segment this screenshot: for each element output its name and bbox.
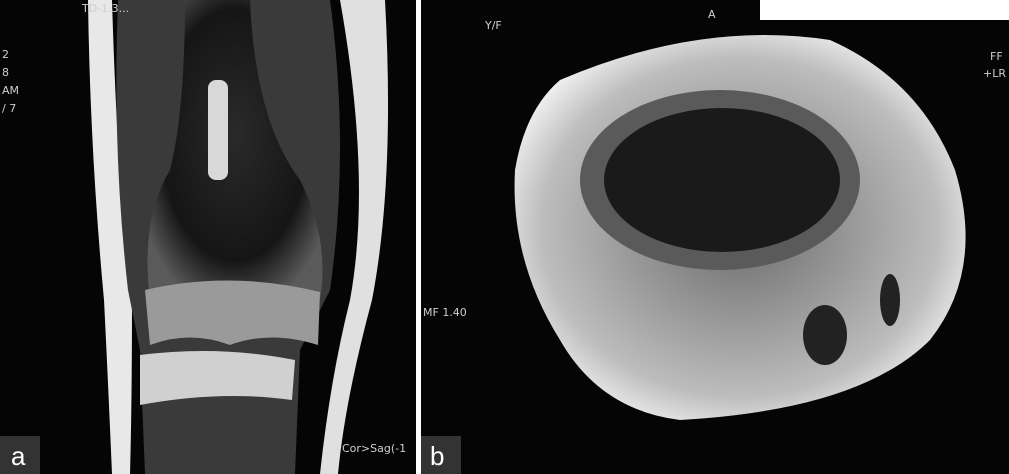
overlay-text: TD-1.3... — [81, 2, 129, 15]
overlay-text: MF 1.40 — [423, 306, 467, 319]
overlay-text: Y/F — [484, 19, 502, 32]
panel-label: b — [430, 441, 444, 471]
overlay-text: FF — [990, 50, 1003, 63]
physis — [145, 280, 320, 345]
overlay-text: 8 — [2, 66, 9, 79]
femur-lesion — [604, 108, 840, 252]
overlay-text: A — [708, 8, 716, 21]
panel-label-box — [421, 436, 461, 474]
overlay-text: AM — [2, 84, 19, 97]
panel-b: Y/F A FF +LR MF 1.40 b — [421, 0, 1009, 474]
soft-tissue — [88, 0, 132, 474]
panel-edge — [760, 0, 1009, 20]
femur — [147, 0, 323, 300]
overlay-text: +LR — [983, 67, 1006, 80]
overlay-text: / 7 — [2, 102, 16, 115]
panel-label-box — [0, 436, 40, 474]
vessel — [880, 274, 900, 326]
panel-a: TD-1.3... 2 8 AM / 7 Cor>Sag(-1 a — [0, 0, 416, 474]
soft-tissue — [320, 0, 389, 474]
vessel — [803, 305, 847, 365]
panel-label: a — [11, 441, 26, 471]
overlay-text: Cor>Sag(-1 — [342, 442, 406, 455]
overlay-text: 2 — [2, 48, 9, 61]
marrow-signal — [208, 80, 228, 180]
tibia-epiphysis — [140, 351, 295, 405]
